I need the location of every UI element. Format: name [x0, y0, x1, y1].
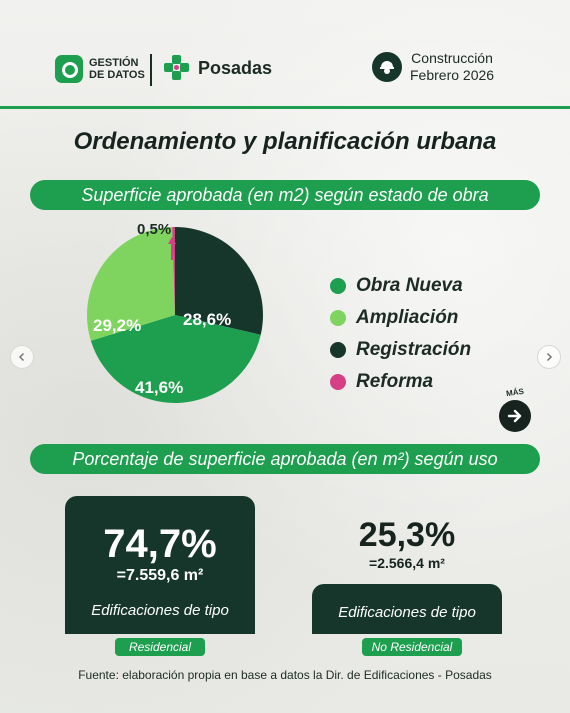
posadas-logo-icon — [164, 55, 190, 81]
pie-slice-registracion — [175, 227, 264, 335]
more-label: MÁS — [505, 386, 525, 399]
legend-label: Reforma — [356, 371, 434, 392]
legend-dot — [330, 374, 346, 390]
reforma-leader-arrow — [168, 237, 176, 244]
chart-legend: Obra Nueva Ampliación Registración Refor… — [330, 270, 471, 398]
period: Construcción Febrero 2026 — [372, 50, 494, 84]
posadas-logo-text: Posadas — [198, 57, 273, 78]
residencial-badge: Residencial — [115, 638, 205, 656]
no-residencial-figure: 25,3% =2.566,4 m² — [312, 516, 502, 572]
pie-chart-svg — [86, 227, 264, 404]
pie-slice-ampliacion — [86, 227, 175, 341]
page-title: Ordenamiento y planificación urbana — [73, 128, 497, 155]
source-note: Fuente: elaboración propia en base a dat… — [78, 668, 492, 682]
more-control[interactable]: MÁS — [495, 386, 535, 432]
pie-label-obra-nueva: 41,6% — [135, 378, 184, 397]
no-residencial-percent: 25,3% — [358, 516, 456, 554]
no-residencial-area: =2.566,4 m² — [369, 555, 445, 571]
chevron-right-icon — [546, 352, 553, 362]
legend-item-ampliacion: Ampliación — [330, 302, 471, 334]
logo-line-1: GESTIÓN — [89, 57, 139, 69]
legend-item-reforma: Reforma — [330, 366, 471, 398]
legend-item-obra-nueva: Obra Nueva — [330, 270, 471, 302]
gestion-datos-logo: GESTIÓN DE DATOS — [55, 55, 145, 83]
section-heading-estado: Superficie aprobada (en m2) según estado… — [30, 180, 540, 210]
construction-worker-icon — [372, 52, 402, 82]
residencial-card: 74,7% =7.559,6 m² Edificaciones de tipo — [65, 496, 255, 634]
gestion-datos-logo-icon — [55, 55, 83, 83]
header: GESTIÓN DE DATOS Posadas Construcción Fe… — [0, 0, 570, 112]
carousel-prev-button[interactable] — [10, 345, 34, 369]
header-rule — [0, 106, 570, 109]
period-line-2: Febrero 2026 — [410, 67, 495, 83]
residencial-caption: Edificaciones de tipo — [91, 602, 229, 619]
pie-label-ampliacion: 29,2% — [93, 316, 142, 335]
pie-chart — [80, 220, 270, 410]
pie-label-registracion: 28,6% — [183, 310, 232, 329]
section-heading-uso: Porcentaje de superficie aprobada (en m²… — [30, 444, 540, 474]
chevron-left-icon — [18, 352, 25, 362]
legend-label: Registración — [356, 339, 472, 360]
residencial-percent: 74,7% — [103, 522, 217, 566]
posadas-logo: Posadas — [164, 55, 272, 81]
header-divider — [150, 54, 152, 86]
logo-line-2: DE DATOS — [89, 69, 145, 81]
legend-label: Obra Nueva — [356, 275, 463, 296]
more-button[interactable] — [499, 400, 531, 432]
residencial-area: =7.559,6 m² — [116, 567, 204, 584]
pie-slice-obra-nueva — [90, 315, 261, 404]
pie-label-reforma: 0,5% — [137, 221, 172, 238]
period-line-1: Construcción — [411, 50, 493, 66]
carousel-next-button[interactable] — [537, 345, 561, 369]
legend-item-registracion: Registración — [330, 334, 471, 366]
legend-label: Ampliación — [356, 307, 459, 328]
legend-dot — [330, 342, 346, 358]
no-residencial-caption: Edificaciones de tipo — [338, 604, 476, 621]
arrow-right-icon — [507, 409, 522, 423]
legend-dot — [330, 278, 346, 294]
legend-dot — [330, 310, 346, 326]
no-residencial-card: Edificaciones de tipo — [312, 584, 502, 634]
no-residencial-badge: No Residencial — [362, 638, 462, 656]
